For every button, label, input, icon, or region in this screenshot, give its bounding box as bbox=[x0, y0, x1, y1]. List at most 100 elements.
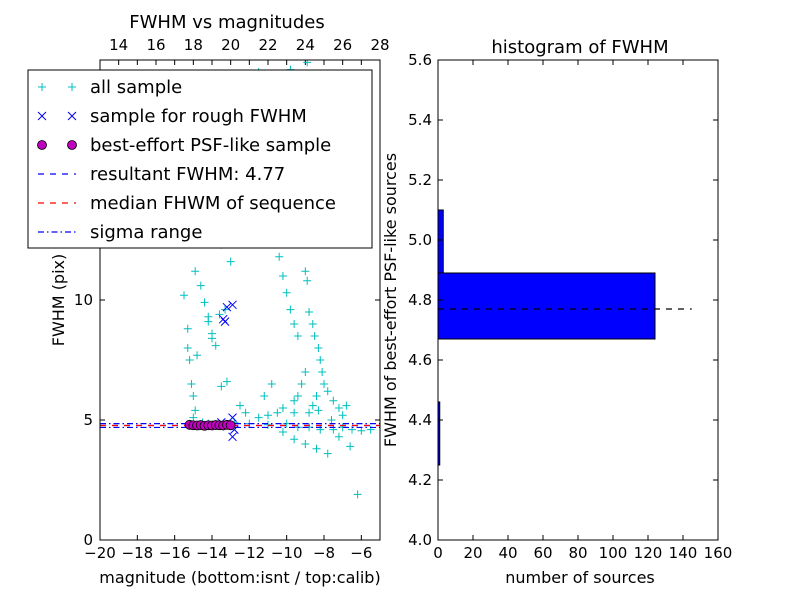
all-sample-point bbox=[183, 324, 192, 333]
all-sample-point bbox=[303, 276, 312, 285]
all-sample-point bbox=[278, 272, 287, 280]
all-sample-point bbox=[293, 332, 302, 340]
all-sample-point bbox=[180, 291, 188, 300]
x-tick-label: −18 bbox=[122, 544, 154, 562]
top-x-tick-label: 14 bbox=[109, 36, 128, 54]
psf-sample-point bbox=[225, 420, 236, 431]
left-panel: FWHM vs magnitudes 14 16 18 20 22 24 26 28 −20−… bbox=[27, 12, 390, 587]
all-sample-point bbox=[348, 425, 356, 434]
all-sample-point bbox=[183, 344, 192, 352]
all-sample-point bbox=[226, 257, 235, 266]
x-tick-label: −14 bbox=[196, 544, 228, 562]
right-y-label: FWHM of best-effort PSF-like sources bbox=[381, 153, 400, 447]
all-sample-point bbox=[338, 411, 347, 420]
top-x-tick-label: 22 bbox=[258, 36, 277, 54]
all-sample-point bbox=[301, 368, 310, 376]
left-x-ticks: −20 −18 −16 −14 −12 −10 −8 −6 bbox=[84, 60, 372, 562]
legend-marker bbox=[37, 111, 47, 121]
all-sample-point bbox=[316, 356, 325, 364]
all-sample-point bbox=[318, 368, 327, 376]
x-tick-label: 100 bbox=[599, 544, 628, 562]
all-sample-point bbox=[189, 413, 198, 422]
legend-label: median FHWM of sequence bbox=[90, 193, 336, 214]
x-tick-label: −20 bbox=[84, 544, 116, 562]
right-panel: histogram of FWHM 0 20 40 60 80 100 120 140 160 … bbox=[381, 37, 732, 587]
rough-sample-point bbox=[228, 413, 237, 422]
right-title: histogram of FWHM bbox=[491, 37, 668, 58]
all-sample-point bbox=[196, 281, 205, 290]
legend-marker bbox=[38, 83, 46, 91]
y-tick-label: 5.0 bbox=[408, 231, 432, 249]
all-sample-point bbox=[236, 401, 244, 410]
right-plot-area bbox=[437, 209, 692, 466]
left-top-x-ticks: 14 16 18 20 22 24 26 28 bbox=[109, 36, 390, 65]
all-sample-point bbox=[323, 387, 332, 396]
all-sample-point bbox=[273, 408, 282, 417]
all-sample-point bbox=[366, 425, 375, 434]
all-sample-point bbox=[353, 490, 362, 499]
legend-marker bbox=[68, 83, 76, 91]
legend-box bbox=[27, 69, 373, 249]
all-sample-point bbox=[222, 377, 231, 386]
all-sample-point bbox=[305, 408, 314, 417]
legend-label: sigma range bbox=[90, 222, 202, 243]
y-tick-label: 4.4 bbox=[408, 411, 432, 429]
all-sample-point bbox=[267, 380, 276, 388]
y-tick-label: 4.0 bbox=[408, 531, 432, 549]
legend-marker bbox=[37, 140, 47, 150]
x-tick-label: −12 bbox=[234, 544, 266, 562]
all-sample-point bbox=[290, 396, 299, 405]
x-tick-label: 40 bbox=[498, 544, 517, 562]
x-tick-label: 140 bbox=[669, 544, 698, 562]
legend-label: resultant FWHM: 4.77 bbox=[90, 164, 285, 185]
x-tick-label: −10 bbox=[271, 544, 303, 562]
all-sample-point bbox=[329, 396, 338, 405]
y-tick-label: 4.6 bbox=[408, 351, 432, 369]
x-tick-label: −6 bbox=[350, 544, 372, 562]
all-sample-point bbox=[357, 426, 366, 435]
histogram-bar bbox=[437, 272, 656, 340]
all-sample-point bbox=[189, 392, 198, 400]
all-sample-point bbox=[303, 60, 312, 67]
legend-item: best-effort PSF-like sample bbox=[37, 135, 331, 156]
all-sample-point bbox=[312, 444, 321, 453]
top-x-tick-label: 20 bbox=[221, 36, 240, 54]
top-x-tick-label: 18 bbox=[184, 36, 203, 54]
all-sample-point bbox=[314, 406, 323, 415]
all-sample-point bbox=[310, 332, 319, 340]
all-sample-point bbox=[211, 341, 220, 350]
legend-label: best-effort PSF-like sample bbox=[90, 135, 331, 156]
all-sample-point bbox=[278, 404, 287, 412]
all-sample-point bbox=[293, 392, 302, 400]
all-sample-point bbox=[204, 317, 213, 326]
all-sample-point bbox=[241, 408, 250, 417]
all-sample-point bbox=[254, 413, 263, 422]
all-sample-point bbox=[275, 252, 284, 261]
all-sample-point bbox=[185, 356, 194, 364]
all-sample-point bbox=[260, 392, 269, 400]
y-tick-label: 5.6 bbox=[408, 51, 432, 69]
legend-item: sample for rough FWHM bbox=[37, 106, 307, 127]
all-sample-point bbox=[334, 432, 343, 441]
y-tick-label: 5 bbox=[83, 411, 93, 429]
legend-item: sigma range bbox=[38, 222, 202, 243]
all-sample-point bbox=[329, 425, 338, 434]
all-sample-point bbox=[191, 406, 200, 415]
x-tick-label: 120 bbox=[634, 544, 663, 562]
all-sample-point bbox=[314, 344, 323, 352]
all-sample-point bbox=[278, 428, 287, 436]
legend: all sample sample for rough FWHM best-effo… bbox=[27, 69, 373, 249]
all-sample-point bbox=[286, 305, 295, 314]
right-y-ticks: 4.0 4.2 4.4 4.6 4.8 5.0 5.2 5.4 5.6 bbox=[408, 51, 718, 549]
right-x-label: number of sources bbox=[505, 568, 655, 587]
y-tick-label: 4.2 bbox=[408, 471, 432, 489]
x-tick-label: −8 bbox=[313, 544, 335, 562]
legend-label: all sample bbox=[90, 77, 182, 98]
left-y-label: FWHM (pix) bbox=[49, 254, 68, 347]
x-tick-label: 0 bbox=[433, 544, 443, 562]
rough-sample-point bbox=[222, 302, 232, 312]
all-sample-point bbox=[282, 288, 291, 297]
top-x-tick-label: 16 bbox=[146, 36, 165, 54]
all-sample-point bbox=[215, 310, 224, 319]
